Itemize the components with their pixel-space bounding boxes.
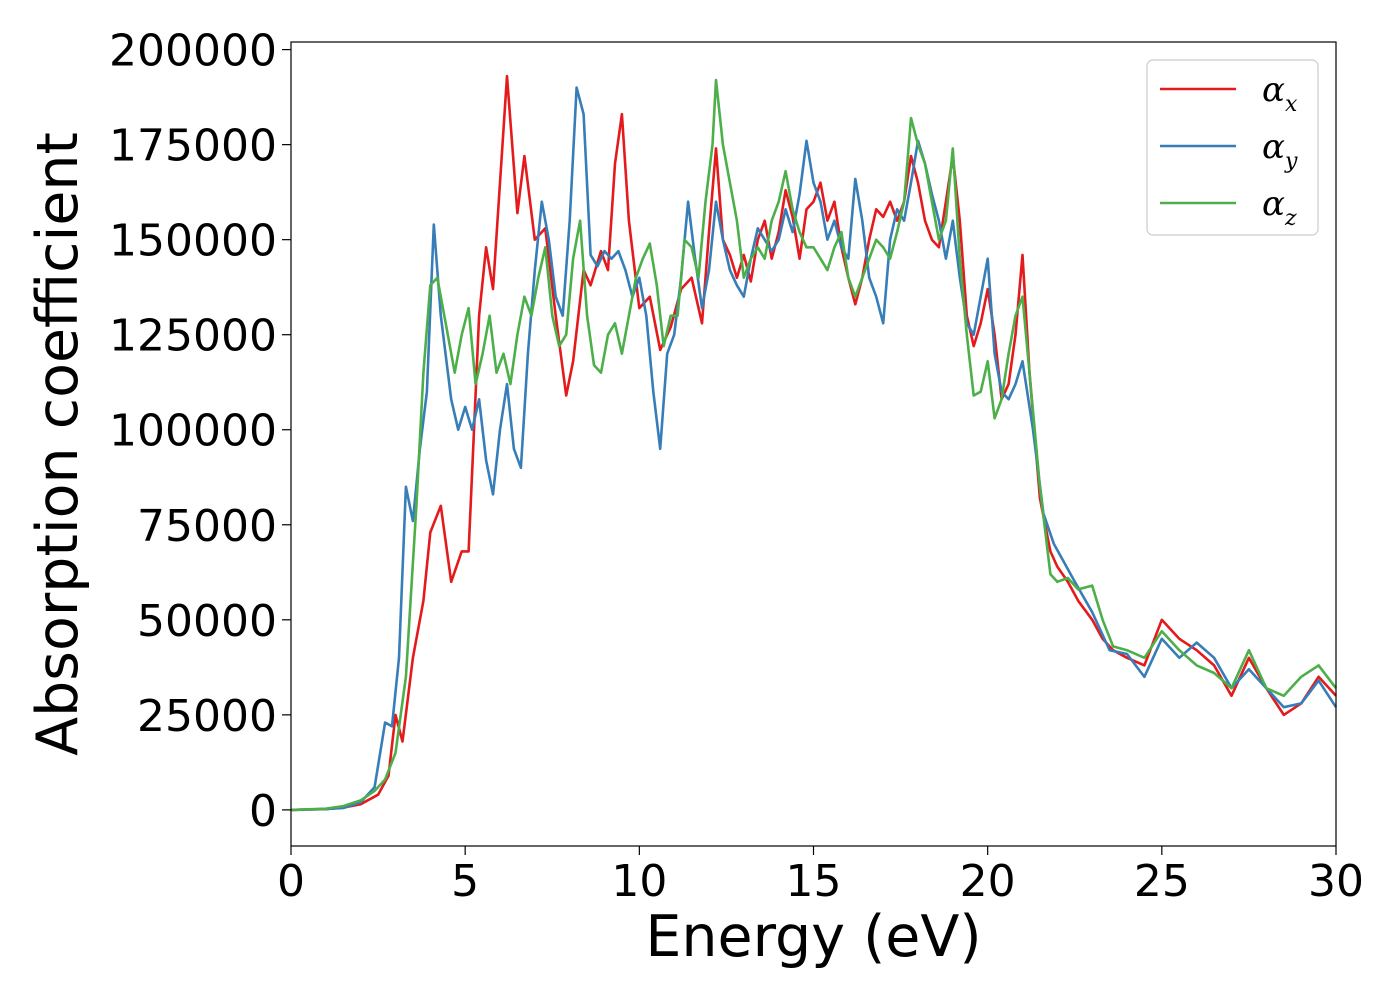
series-line-z [290, 78, 1338, 812]
y-axis-label: Absorption coefficient [25, 132, 91, 756]
legend-label-x: αx [1262, 70, 1298, 117]
y-tick-label: 125000 [109, 311, 277, 362]
y-tick-label: 25000 [137, 691, 277, 742]
series-line-y [290, 86, 1338, 812]
x-tick-label: 0 [277, 856, 305, 907]
x-tick-label: 25 [1134, 856, 1190, 907]
legend-label-z: αz [1262, 184, 1297, 231]
y-tick-label: 150000 [109, 216, 277, 267]
legend-subscript: x [1285, 92, 1298, 117]
legend-subscript: z [1284, 206, 1297, 231]
x-tick-label: 5 [451, 856, 479, 907]
x-tick-label: 15 [786, 856, 842, 907]
y-tick-label: 175000 [109, 121, 277, 172]
y-tick-label: 200000 [109, 26, 277, 77]
x-tick-label: 20 [960, 856, 1016, 907]
x-tick-label: 30 [1308, 856, 1364, 907]
series-line-x [290, 74, 1337, 812]
y-tick-label: 100000 [109, 406, 277, 457]
legend-box [1146, 59, 1319, 236]
legend-symbol: α [1262, 184, 1285, 224]
legend-symbol: α [1262, 70, 1285, 110]
series-layer [290, 74, 1338, 812]
x-axis-label: Energy (eV) [645, 904, 981, 970]
y-tick-label: 75000 [137, 501, 277, 552]
legend-subscript: y [1284, 149, 1298, 174]
legend-symbol: α [1262, 127, 1285, 167]
legend-label-y: αy [1262, 127, 1298, 174]
y-tick-label: 0 [249, 786, 277, 837]
x-tick-label: 10 [611, 856, 667, 907]
y-tick-label: 50000 [137, 596, 277, 647]
x-axis: 0 5 10 15 20 25 30 [277, 846, 1364, 907]
y-axis: 0 25000 50000 75000 100000 125000 150000 175000… [109, 26, 291, 837]
